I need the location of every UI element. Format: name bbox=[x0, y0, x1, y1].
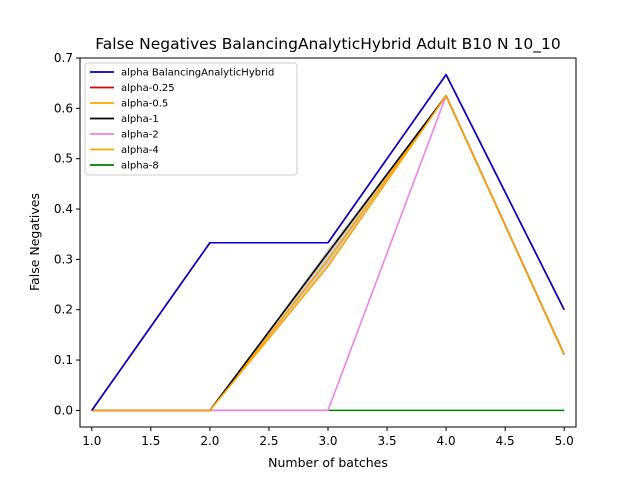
legend-box bbox=[84, 62, 298, 176]
series-line-alpha-0-5 bbox=[91, 94, 565, 412]
legend-label: alpha-2 bbox=[121, 130, 159, 141]
x-tick-label: 3.0 bbox=[318, 434, 337, 448]
x-tick-label: 2.0 bbox=[200, 434, 219, 448]
x-tick-label: 4.0 bbox=[437, 434, 456, 448]
x-axis-label: Number of batches bbox=[268, 455, 388, 470]
x-tick-label: 3.5 bbox=[378, 434, 397, 448]
y-tick-label: 0.2 bbox=[54, 303, 73, 317]
series-line-alpha-balancinganalytichybrid bbox=[91, 73, 565, 411]
x-tick-label: 1.0 bbox=[82, 434, 101, 448]
legend-label: alpha-1 bbox=[121, 114, 159, 125]
legend-label: alpha-4 bbox=[121, 145, 159, 156]
x-tick-label: 1.5 bbox=[141, 434, 160, 448]
y-axis-label: False Negatives bbox=[27, 193, 42, 291]
legend: alpha BalancingAnalyticHybrid alpha-0.25 a… bbox=[84, 62, 298, 176]
y-tick-label: 0.1 bbox=[54, 353, 73, 367]
x-tick-label: 2.5 bbox=[259, 434, 278, 448]
y-tick-label: 0.7 bbox=[54, 51, 73, 65]
x-tick-label: 5.0 bbox=[555, 434, 574, 448]
legend-label: alpha-0.25 bbox=[121, 83, 175, 94]
y-tick-label: 0.5 bbox=[54, 152, 73, 166]
y-tick-label: 0.0 bbox=[54, 403, 73, 417]
legend-label: alpha-8 bbox=[121, 161, 159, 172]
chart-title: False Negatives BalancingAnalyticHybrid … bbox=[95, 35, 560, 54]
x-tick-label: 4.5 bbox=[496, 434, 515, 448]
y-tick-label: 0.4 bbox=[54, 202, 73, 216]
y-tick-label: 0.3 bbox=[54, 252, 73, 266]
y-tick-label: 0.6 bbox=[54, 101, 73, 115]
legend-label: alpha-0.5 bbox=[121, 99, 168, 110]
legend-label: alpha BalancingAnalyticHybrid bbox=[121, 68, 274, 79]
